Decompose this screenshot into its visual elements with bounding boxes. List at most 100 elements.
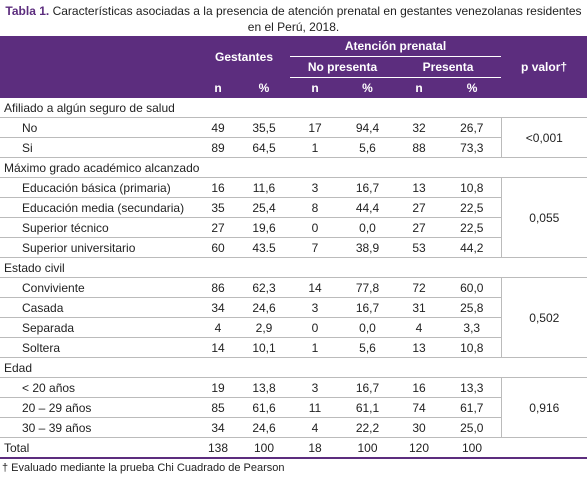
- row-label: No: [0, 117, 198, 138]
- cell: 24,6: [238, 417, 290, 438]
- cell: 138: [198, 437, 238, 459]
- header-blank: [0, 36, 198, 78]
- cell: 0,0: [340, 317, 395, 338]
- cell: 3: [290, 177, 340, 198]
- cell: 16,7: [340, 297, 395, 318]
- cell: 49: [198, 117, 238, 138]
- cell: 10,8: [443, 337, 502, 358]
- cell: 17: [290, 117, 340, 138]
- row-label: Conviviente: [0, 277, 198, 298]
- p-value: 0,502: [500, 277, 587, 358]
- header-cell: n: [198, 77, 238, 98]
- header-cell: n: [395, 77, 443, 98]
- cell: 0,0: [340, 217, 395, 238]
- row-label: Casada: [0, 297, 198, 318]
- p-value: <0,001: [500, 117, 587, 158]
- row-label: Educación media (secundaria): [0, 197, 198, 218]
- cell: 26,7: [443, 117, 502, 138]
- cell: 14: [198, 337, 238, 358]
- cell: 44,2: [443, 237, 502, 258]
- cell: 14: [290, 277, 340, 298]
- cell: 94,4: [340, 117, 395, 138]
- data-row: 30 – 39 años 34 24,6 4 22,2 30 25,0: [0, 417, 587, 438]
- section-title: Edad: [0, 357, 587, 378]
- cell: 2,9: [238, 317, 290, 338]
- header-cell: p valor†: [501, 36, 587, 98]
- cell: 22,2: [340, 417, 395, 438]
- cell: 0: [290, 317, 340, 338]
- data-row: Superior universitario 60 43.5 7 38,9 53 44,2: [0, 237, 587, 258]
- cell: 4: [290, 417, 340, 438]
- cell: 25,0: [443, 417, 502, 438]
- cell: 77,8: [340, 277, 395, 298]
- cell: [501, 437, 587, 459]
- cell: 13: [395, 177, 443, 198]
- cell: 100: [443, 437, 502, 459]
- cell: 38,9: [340, 237, 395, 258]
- cell: 1: [290, 337, 340, 358]
- cell: 89: [198, 137, 238, 158]
- row-label: Soltera: [0, 337, 198, 358]
- cell: 16,7: [340, 377, 395, 398]
- header-cell: %: [238, 77, 290, 98]
- cell: 88: [395, 137, 443, 158]
- cell: 27: [395, 197, 443, 218]
- cell: 100: [238, 437, 290, 459]
- caption: Tabla 1. Características asociadas a la …: [0, 0, 587, 36]
- cell: 13,3: [443, 377, 502, 398]
- section-row: Estado civil: [0, 257, 587, 278]
- row-label: 20 – 29 años: [0, 397, 198, 418]
- header-cell: No presenta: [290, 56, 395, 78]
- data-row: Educación básica (primaria) 16 11,6 3 16,7 13…: [0, 177, 587, 258]
- data-row: Conviviente 86 62,3 14 77,8 72 60,0 0,502: [0, 277, 587, 358]
- row-label: Superior universitario: [0, 237, 198, 258]
- cell: 1: [290, 137, 340, 158]
- cell: 16: [395, 377, 443, 398]
- cell: 11,6: [238, 177, 290, 198]
- cell: 72: [395, 277, 443, 298]
- cell: 8: [290, 197, 340, 218]
- row-label: Educación básica (primaria): [0, 177, 198, 198]
- cell: 27: [198, 217, 238, 238]
- section-title: Estado civil: [0, 257, 587, 278]
- cell: 86: [198, 277, 238, 298]
- data-row: Superior técnico 27 19,6 0 0,0 27 22,5: [0, 217, 587, 238]
- cell: 24,6: [238, 297, 290, 318]
- data-row: Educación media (secundaria) 35 25,4 8 44,4 2…: [0, 197, 587, 218]
- cell: 22,5: [443, 217, 502, 238]
- cell: 25,4: [238, 197, 290, 218]
- data-row: Soltera 14 10,1 1 5,6 13 10,8: [0, 337, 587, 358]
- data-row: Si 89 64,5 1 5,6 88 73,3: [0, 137, 587, 158]
- cell: 74: [395, 397, 443, 418]
- header-cell: Presenta: [395, 56, 502, 78]
- cell: 19,6: [238, 217, 290, 238]
- header-cell: Atención prenatal: [290, 36, 502, 57]
- cell: 4: [198, 317, 238, 338]
- cell: 11: [290, 397, 340, 418]
- cell: 85: [198, 397, 238, 418]
- cell: 5,6: [340, 137, 395, 158]
- cell: 61,7: [443, 397, 502, 418]
- table: Gestantes Atención prenatal p valor† No pr…: [0, 36, 587, 459]
- cell: 7: [290, 237, 340, 258]
- cell: 3: [290, 377, 340, 398]
- row-label: Total: [0, 437, 198, 459]
- header-cell: %: [340, 77, 395, 98]
- cell: 16: [198, 177, 238, 198]
- cell: 3: [290, 297, 340, 318]
- cell: 32: [395, 117, 443, 138]
- section-row: Máximo grado académico alcanzado: [0, 157, 587, 178]
- header-cell: Gestantes: [198, 36, 290, 78]
- cell: 61,6: [238, 397, 290, 418]
- data-row: Separada 4 2,9 0 0,0 4 3,3: [0, 317, 587, 338]
- total-row: Total 138 100 18 100 120 100: [0, 437, 587, 459]
- cell: 0: [290, 217, 340, 238]
- caption-text: Características asociadas a la presencia…: [52, 4, 582, 34]
- cell: 61,1: [340, 397, 395, 418]
- cell: 10,1: [238, 337, 290, 358]
- footnote: † Evaluado mediante la prueba Chi Cuadra…: [2, 462, 285, 474]
- data-row: No 49 35,5 17 94,4 32 26,7 <0,001: [0, 117, 587, 158]
- data-row: 20 – 29 años 85 61,6 11 61,1 74 61,7: [0, 397, 587, 418]
- section-title: Afiliado a algún seguro de salud: [0, 98, 587, 118]
